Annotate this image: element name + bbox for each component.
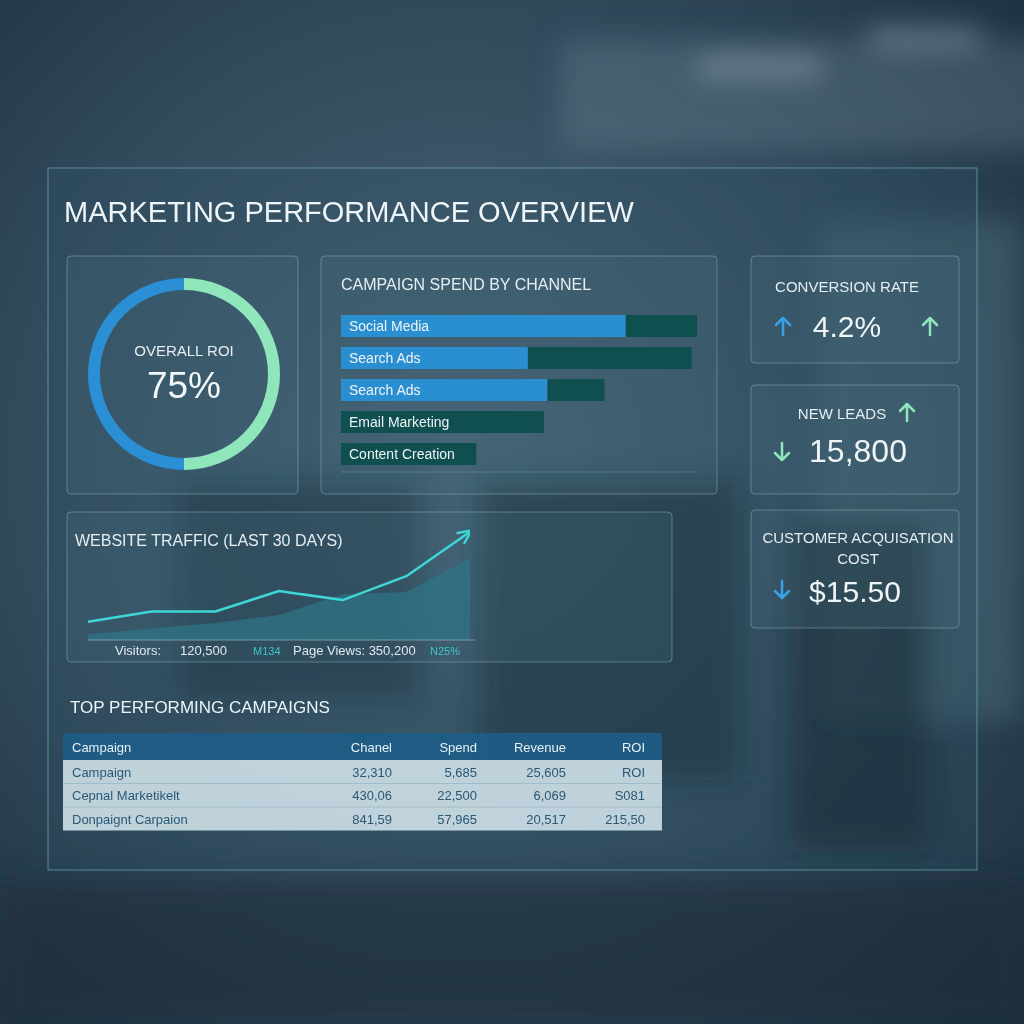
- bar: [341, 347, 528, 369]
- background: [0, 0, 1024, 1024]
- table-cell: 20,517: [526, 812, 566, 827]
- trend-arrow: [923, 318, 937, 335]
- trend-arrow: [775, 581, 789, 598]
- bar: [341, 443, 476, 465]
- bar: [341, 379, 547, 401]
- roi-card: [67, 256, 298, 494]
- trend-arrow: [775, 443, 789, 460]
- bar: [528, 347, 692, 369]
- kpi-title: CONVERSION RATE: [775, 278, 919, 295]
- table-cell: 57,965: [437, 812, 477, 827]
- category-label: Email Marketing: [349, 414, 449, 430]
- panel: [48, 168, 977, 870]
- kpi-title-line: NEW LEADS: [798, 405, 886, 422]
- table-cell: 6,069: [533, 788, 566, 803]
- table-cell: 25,605: [526, 765, 566, 780]
- table-cell: S081: [615, 788, 645, 803]
- office-blur: [0, 30, 1024, 1024]
- bar: [341, 411, 544, 433]
- arrow-head: [458, 531, 470, 543]
- glow-line: [60, 869, 965, 872]
- donut: [94, 284, 274, 464]
- spend-card: [321, 256, 717, 494]
- category-label: Content Creation: [349, 446, 455, 462]
- light: [700, 60, 820, 74]
- kpi-value: 15,800: [809, 433, 907, 469]
- table-header: [63, 733, 662, 760]
- row-divider: [63, 807, 662, 808]
- bar: [341, 315, 626, 337]
- category-label: Social Media: [349, 318, 429, 334]
- kpi-title: CUSTOMER ACQUISATION COST: [762, 529, 953, 567]
- bar: [547, 379, 604, 401]
- glow-line: [47, 510, 49, 860]
- kpi-title-line: COST: [837, 550, 879, 567]
- table-header-cell: ROI: [622, 740, 645, 755]
- traffic-stat: 120,500: [180, 643, 227, 658]
- kpi-value: 4.2%: [813, 310, 881, 343]
- bars: [341, 315, 697, 465]
- ceiling: [560, 40, 1024, 150]
- kpi-title: NEW LEADS: [798, 405, 886, 422]
- traffic-stat: N25%: [430, 645, 460, 657]
- x-axis: [341, 472, 697, 473]
- page-title: MARKETING PERFORMANCE OVERVIEW: [64, 196, 634, 228]
- traffic-stat: Page Views: 350,200: [293, 643, 416, 658]
- table-cell: 5,685: [444, 765, 477, 780]
- light: [870, 30, 980, 44]
- trend-arrow: [900, 404, 914, 421]
- kpi-card: [751, 510, 959, 628]
- traffic-stat: Visitors:: [115, 643, 161, 658]
- traffic-stat: M134: [253, 645, 281, 657]
- dashboard: MARKETING PERFORMANCE OVERVIEW OVERALL RO…: [0, 0, 1024, 1024]
- traffic-card: [67, 512, 672, 662]
- kpi-card: [751, 256, 959, 363]
- category-label: Search Ads: [349, 350, 421, 366]
- roi-value: 75%: [147, 365, 221, 406]
- table-header-cell: Spend: [439, 740, 477, 755]
- chart-title: WEBSITE TRAFFIC (LAST 30 DAYS): [75, 532, 343, 549]
- category-label: Search Ads: [349, 382, 421, 398]
- table-cell: Campaign: [72, 765, 131, 780]
- table-cell: 430,06: [352, 788, 392, 803]
- table-body: [63, 760, 662, 831]
- bar: [626, 315, 697, 337]
- kpi-title-line: CONVERSION RATE: [775, 278, 919, 295]
- kpi-value: $15.50: [809, 575, 901, 608]
- table-cell: 841,59: [352, 812, 392, 827]
- chart-title: CAMPAIGN SPEND BY CHANNEL: [341, 276, 591, 293]
- trend-arrow: [776, 318, 790, 335]
- floor: [0, 880, 1024, 1024]
- table-cell: ROI: [622, 765, 645, 780]
- table-header-cell: Revenue: [514, 740, 566, 755]
- table-header-cell: Chanel: [351, 740, 392, 755]
- table-cell: Donpaignt Carpaion: [72, 812, 188, 827]
- table-cell: 32,310: [352, 765, 392, 780]
- kpi-card: [751, 385, 959, 494]
- roi-label: OVERALL ROI: [134, 342, 233, 359]
- table-title: TOP PERFORMING CAMPAIGNS: [70, 698, 330, 717]
- x-axis: [88, 640, 475, 641]
- table-cell: 22,500: [437, 788, 477, 803]
- table-cell: Cepnal Marketikelt: [72, 788, 180, 803]
- traffic-line: [88, 532, 470, 622]
- table-header-cell: Campaign: [72, 740, 131, 755]
- row-divider: [63, 783, 662, 784]
- traffic-plot: [88, 531, 470, 640]
- kpi-title-line: CUSTOMER ACQUISATION: [762, 529, 953, 546]
- table-cell: 215,50: [605, 812, 645, 827]
